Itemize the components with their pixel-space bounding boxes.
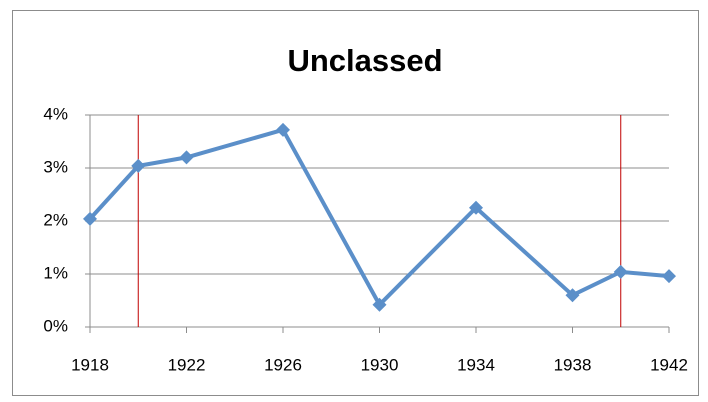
data-point — [276, 122, 290, 137]
chart-border — [12, 10, 699, 396]
data-point — [662, 269, 676, 284]
x-tick-label: 1918 — [71, 355, 109, 374]
data-point — [613, 264, 628, 279]
data-point — [179, 150, 194, 165]
data-point — [83, 211, 97, 226]
y-tick-label: 0% — [43, 316, 68, 335]
data-point — [565, 288, 580, 303]
chart-title: Unclassed — [287, 43, 442, 78]
x-tick-label: 1922 — [168, 355, 206, 374]
y-tick-label: 4% — [43, 104, 68, 123]
x-tick-label: 1934 — [457, 355, 495, 374]
data-point — [469, 200, 483, 215]
y-tick-label: 3% — [43, 157, 68, 176]
x-tick-label: 1938 — [554, 355, 592, 374]
data-point — [131, 158, 146, 173]
x-tick-label: 1926 — [264, 355, 302, 374]
x-tick-label: 1942 — [650, 355, 688, 374]
data-point — [372, 297, 387, 312]
y-tick-label: 2% — [43, 210, 68, 229]
x-tick-label: 1930 — [361, 355, 399, 374]
y-tick-label: 1% — [43, 263, 68, 282]
